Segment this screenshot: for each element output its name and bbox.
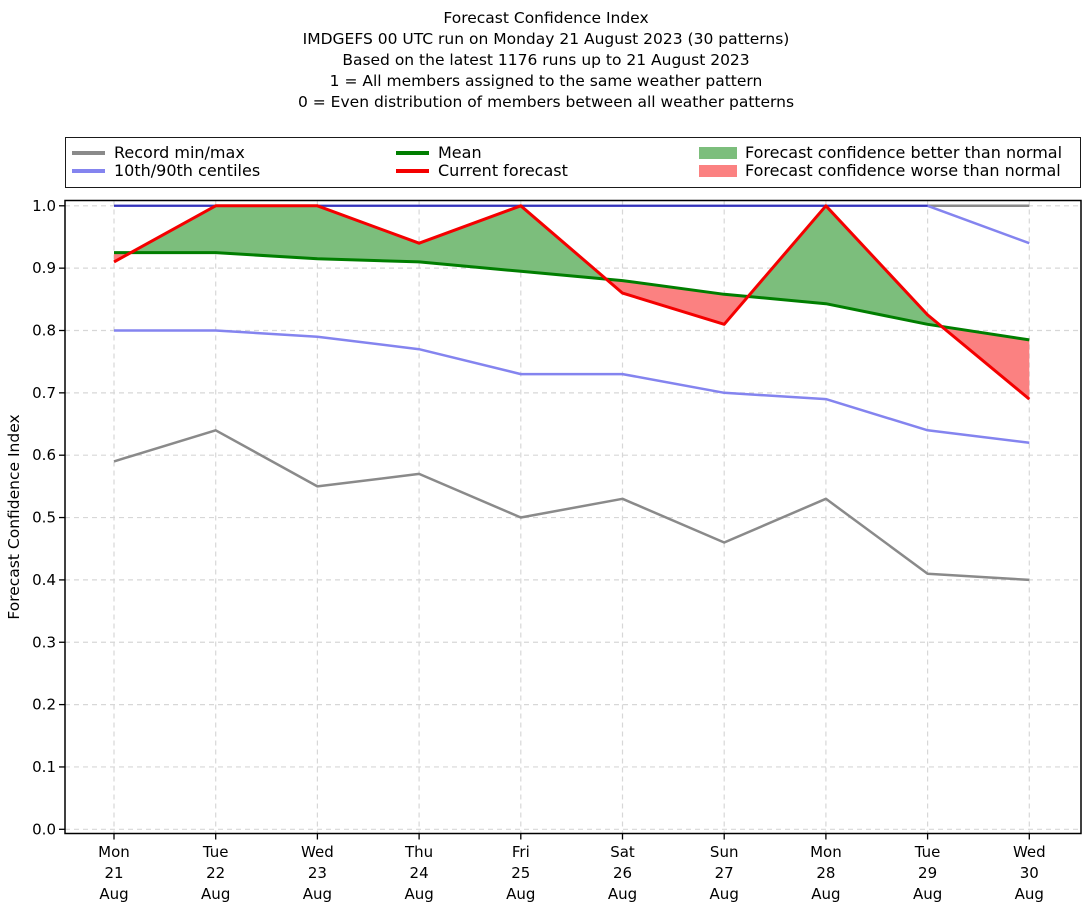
x-tick-label: Wed 23 Aug — [301, 843, 334, 903]
y-tick-label: 0.7 — [32, 384, 56, 402]
y-tick-label: 0.5 — [32, 509, 56, 527]
x-tick-label: Wed 30 Aug — [1013, 843, 1046, 903]
legend-label-better-than-normal: Forecast confidence better than normal — [745, 143, 1063, 162]
x-tick-label: Thu 24 Aug — [404, 843, 434, 903]
legend-label-mean: Mean — [438, 143, 482, 162]
current-forecast-line-icon — [396, 169, 429, 173]
legend-item-current-forecast: Current forecast — [396, 162, 568, 180]
y-tick-label: 0.9 — [32, 259, 56, 277]
record-minmax-line-icon — [72, 151, 105, 155]
series-current-forecast — [113, 204, 1031, 401]
mean-line-icon — [396, 151, 429, 155]
better-than-normal-patch-icon — [699, 147, 737, 159]
x-tick-label: Sat 26 Aug — [608, 843, 637, 903]
y-tick-label: 1.0 — [32, 197, 56, 215]
x-tick-label: Fri 25 Aug — [506, 843, 535, 903]
y-tick-label: 0.0 — [32, 820, 56, 838]
figure-title-line-3: Based on the latest 1176 runs up to 21 A… — [342, 51, 750, 69]
x-tick-label: Sun 27 Aug — [710, 843, 739, 903]
y-tick-label: 0.4 — [32, 571, 56, 589]
legend-label-current-forecast: Current forecast — [438, 161, 568, 180]
figure-title-block: Forecast Confidence Index IMDGEFS 00 UTC… — [0, 8, 1092, 113]
x-tick-label: Tue 29 Aug — [913, 843, 942, 903]
fill-confidence-better — [748, 205, 942, 327]
legend-label-record-minmax: Record min/max — [114, 143, 245, 162]
legend-column-2: Mean Current forecast — [396, 144, 568, 180]
y-tick-label: 0.8 — [32, 322, 56, 340]
chart-plot-area: 0.0 0.1 0.2 0.3 0.4 0.5 0.6 0.7 0.8 0.9 1.0 Mon 21 Au… — [32, 197, 1082, 903]
figure-title-line-1: Forecast Confidence Index — [443, 9, 649, 27]
series-mean — [114, 251, 1030, 342]
worse-than-normal-patch-icon — [699, 165, 737, 177]
y-tick-label: 0.6 — [32, 446, 56, 464]
legend-label-centiles: 10th/90th centiles — [114, 161, 261, 180]
legend-item-centiles: 10th/90th centiles — [72, 162, 260, 180]
x-tick-label: Mon 28 Aug — [810, 843, 842, 903]
figure-title-line-4: 1 = All members assigned to the same wea… — [329, 72, 763, 90]
fill-confidence-worse — [606, 279, 748, 325]
legend-label-worse-than-normal: Forecast confidence worse than normal — [745, 161, 1061, 180]
y-tick-label: 0.2 — [32, 696, 56, 714]
x-tick-label: Tue 22 Aug — [201, 843, 230, 903]
series-10th-centile — [114, 329, 1030, 444]
y-tick-label: 0.3 — [32, 633, 56, 651]
centiles-line-icon — [72, 169, 105, 173]
y-tick-label: 0.1 — [32, 758, 56, 776]
legend-item-better-than-normal: Forecast confidence better than normal — [699, 144, 1062, 162]
figure-title-line-2: IMDGEFS 00 UTC run on Monday 21 August 2… — [302, 30, 790, 48]
figure-title-line-5: 0 = Even distribution of members between… — [297, 93, 795, 111]
legend-item-worse-than-normal: Forecast confidence worse than normal — [699, 162, 1062, 180]
legend-column-3: Forecast confidence better than normal F… — [699, 144, 1062, 180]
series-record-min — [113, 429, 1030, 582]
fill-confidence-better — [131, 205, 607, 280]
y-axis-label: Forecast Confidence Index — [5, 414, 23, 619]
legend: Record min/max 10th/90th centiles Mean C… — [65, 137, 1081, 188]
x-tick-label: Mon 21 Aug — [98, 843, 130, 903]
legend-item-mean: Mean — [396, 144, 568, 162]
legend-item-record-minmax: Record min/max — [72, 144, 260, 162]
legend-column-1: Record min/max 10th/90th centiles — [72, 144, 260, 180]
